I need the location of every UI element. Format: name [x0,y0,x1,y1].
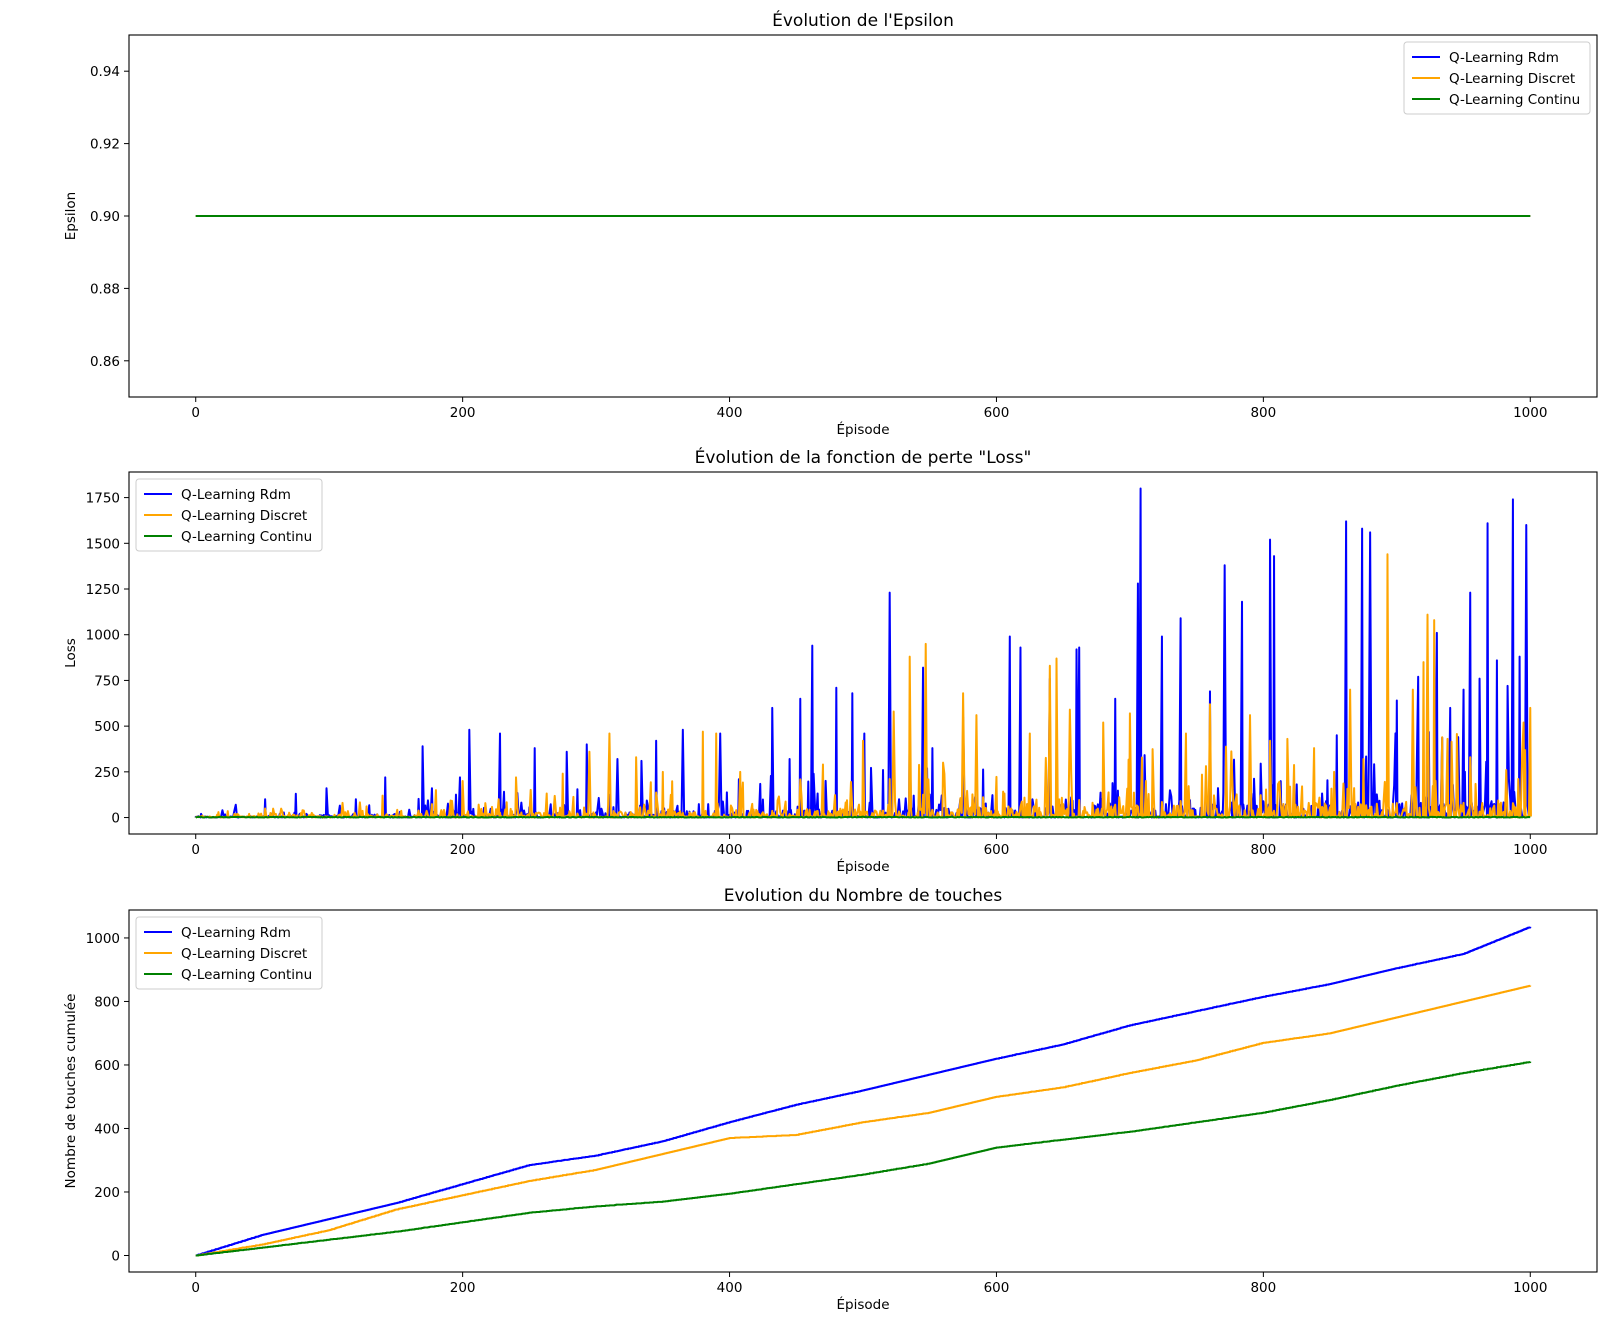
x-tick-label: 400 [717,405,743,421]
series-line-2 [194,553,1532,819]
chart-title: Evolution du Nombre de touches [724,886,1003,906]
y-tick-label: 1250 [86,582,120,598]
y-tick-label: 0 [111,1248,120,1264]
legend: Q-Learning Rdm Q-Learning Discret Q-Learni… [135,478,323,552]
legend-entry: Q-Learning Continu [181,529,312,545]
y-tick-label: 400 [94,1121,120,1137]
legend-box [135,916,323,990]
legend-entry: Q-Learning Rdm [1449,50,1559,66]
legend: Q-Learning Rdm Q-Learning Discret Q-Learni… [1403,41,1591,115]
y-tick-label: 0 [111,811,120,827]
legend-entry: Q-Learning Rdm [181,925,291,941]
chart-3: Evolution du Nombre de touches 0 200 400 600… [63,886,1598,1313]
legend: Q-Learning Rdm Q-Learning Discret Q-Learni… [135,916,323,990]
x-tick-label: 0 [191,1280,200,1296]
y-tick-label: 1750 [86,491,120,507]
series-line-2 [195,984,1532,1257]
x-tick-label: 0 [191,842,200,858]
y-tick-label: 1500 [86,536,120,552]
legend-box [135,478,323,552]
legend-entry: Q-Learning Continu [181,967,312,983]
y-tick-label: 0.88 [90,281,120,297]
x-tick-label: 600 [984,842,1010,858]
x-tick-label: 200 [450,842,476,858]
y-tick-label: 250 [94,765,120,781]
x-tick-label: 800 [1250,405,1276,421]
series-line-3 [195,1061,1532,1257]
legend-entry: Q-Learning Discret [181,946,307,962]
x-axis-label: Épisode [836,1296,889,1313]
x-axis-label: Épisode [836,858,889,875]
y-tick-label: 1000 [86,628,120,644]
chart-title: Évolution de l'Epsilon [772,9,954,31]
legend-entry: Q-Learning Discret [1449,71,1575,87]
legend-box [1403,41,1591,115]
y-tick-label: 800 [94,994,120,1010]
y-tick-label: 1000 [86,931,120,947]
y-axis-label: Loss [63,638,79,668]
x-tick-label: 800 [1250,1280,1276,1296]
y-tick-label: 0.92 [90,137,120,153]
x-tick-label: 200 [450,1280,476,1296]
series-group [194,487,1532,819]
plot-frame [128,471,1598,835]
x-tick-label: 1000 [1513,405,1547,421]
x-tick-label: 0 [191,405,200,421]
x-tick-label: 600 [984,1280,1010,1296]
x-axis-label: Épisode [836,421,889,438]
legend-entry: Q-Learning Rdm [181,487,291,503]
y-tick-label: 200 [94,1185,120,1201]
y-tick-label: 500 [94,719,120,735]
x-tick-label: 400 [717,842,743,858]
legend-entry: Q-Learning Discret [181,508,307,524]
series-group [195,926,1532,1257]
chart-2: Évolution de la fonction de perte "Loss"… [63,446,1598,875]
x-tick-label: 1000 [1513,842,1547,858]
series-line-3 [194,815,1531,819]
y-tick-label: 0.86 [90,354,120,370]
x-tick-label: 800 [1250,842,1276,858]
chart-1: Évolution de l'Epsilon 0 200 400 600 800 1000 0… [63,9,1598,438]
y-tick-label: 750 [94,673,120,689]
y-tick-label: 0.94 [90,64,120,80]
legend-entry: Q-Learning Continu [1449,92,1580,108]
y-tick-label: 0.90 [90,209,120,225]
x-tick-label: 200 [450,405,476,421]
y-tick-label: 600 [94,1058,120,1074]
y-axis-label: Nombre de touches cumulée [63,994,79,1189]
x-tick-label: 400 [717,1280,743,1296]
plot-frame [128,909,1598,1273]
series-line-1 [195,926,1532,1257]
x-tick-label: 600 [984,405,1010,421]
x-tick-label: 1000 [1513,1280,1547,1296]
y-axis-label: Epsilon [63,192,79,240]
chart-title: Évolution de la fonction de perte "Loss" [695,446,1032,468]
